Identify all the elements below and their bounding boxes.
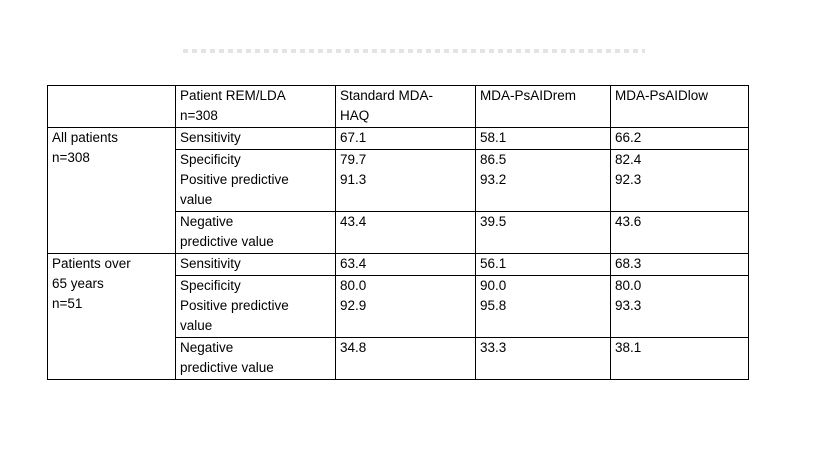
value-cell: 56.1: [475, 253, 611, 276]
value-cell: 86.5 93.2: [475, 149, 611, 212]
value-cell: 80.0 93.3: [610, 275, 749, 338]
header-cell-mda-psaidrem: MDA-PsAIDrem: [475, 85, 611, 128]
header-cell-mda-psaidlow: MDA-PsAIDlow: [610, 85, 749, 128]
header-cell-standard-mda-haq: Standard MDA- HAQ: [335, 85, 476, 128]
value-cell: 80.0 92.9: [335, 275, 476, 338]
value-cell: 58.1: [475, 127, 611, 150]
table-row: Patients over 65 years n=51 Sensitivity …: [47, 253, 749, 380]
value-cell: 67.1: [335, 127, 476, 150]
value-cell: 82.4 92.3: [610, 149, 749, 212]
value-cell: 79.7 91.3: [335, 149, 476, 212]
value-cell: 33.3: [475, 337, 611, 380]
header-row: Patient REM/LDA n=308 Standard MDA- HAQ …: [47, 85, 749, 128]
metric-label: Specificity Positive predictive value: [175, 149, 336, 212]
metric-label: Sensitivity: [175, 253, 336, 276]
group-label-all-patients: All patients n=308: [47, 127, 176, 254]
table-row: Negative predictive value 43.4 39.5 43.6: [48, 211, 749, 254]
value-cell: 43.6: [610, 211, 749, 254]
value-cell: 68.3: [610, 253, 749, 276]
value-cell: 39.5: [475, 211, 611, 254]
metric-label: Sensitivity: [175, 127, 336, 150]
faint-caption-line: [183, 49, 645, 53]
table-row: Specificity Positive predictive value 79…: [48, 149, 749, 212]
value-cell: 38.1: [610, 337, 749, 380]
metric-label: Negative predictive value: [175, 211, 336, 254]
value-cell: 66.2: [610, 127, 749, 150]
diagnostic-performance-table: Patient REM/LDA n=308 Standard MDA- HAQ …: [47, 85, 749, 380]
value-cell: 34.8: [335, 337, 476, 380]
table-row: Negative predictive value 34.8 33.3 38.1: [48, 337, 749, 380]
value-cell: 90.0 95.8: [475, 275, 611, 338]
group-label-patients-over-65: Patients over 65 years n=51: [47, 253, 176, 380]
table-row: All patients n=308 Sensitivity 67.1 58.1…: [47, 127, 749, 254]
header-cell-empty: [47, 85, 176, 128]
metric-label: Negative predictive value: [175, 337, 336, 380]
header-cell-patient-rem-lda: Patient REM/LDA n=308: [175, 85, 336, 128]
value-cell: 43.4: [335, 211, 476, 254]
table-row: Specificity Positive predictive value 80…: [48, 275, 749, 338]
metric-label: Specificity Positive predictive value: [175, 275, 336, 338]
value-cell: 63.4: [335, 253, 476, 276]
